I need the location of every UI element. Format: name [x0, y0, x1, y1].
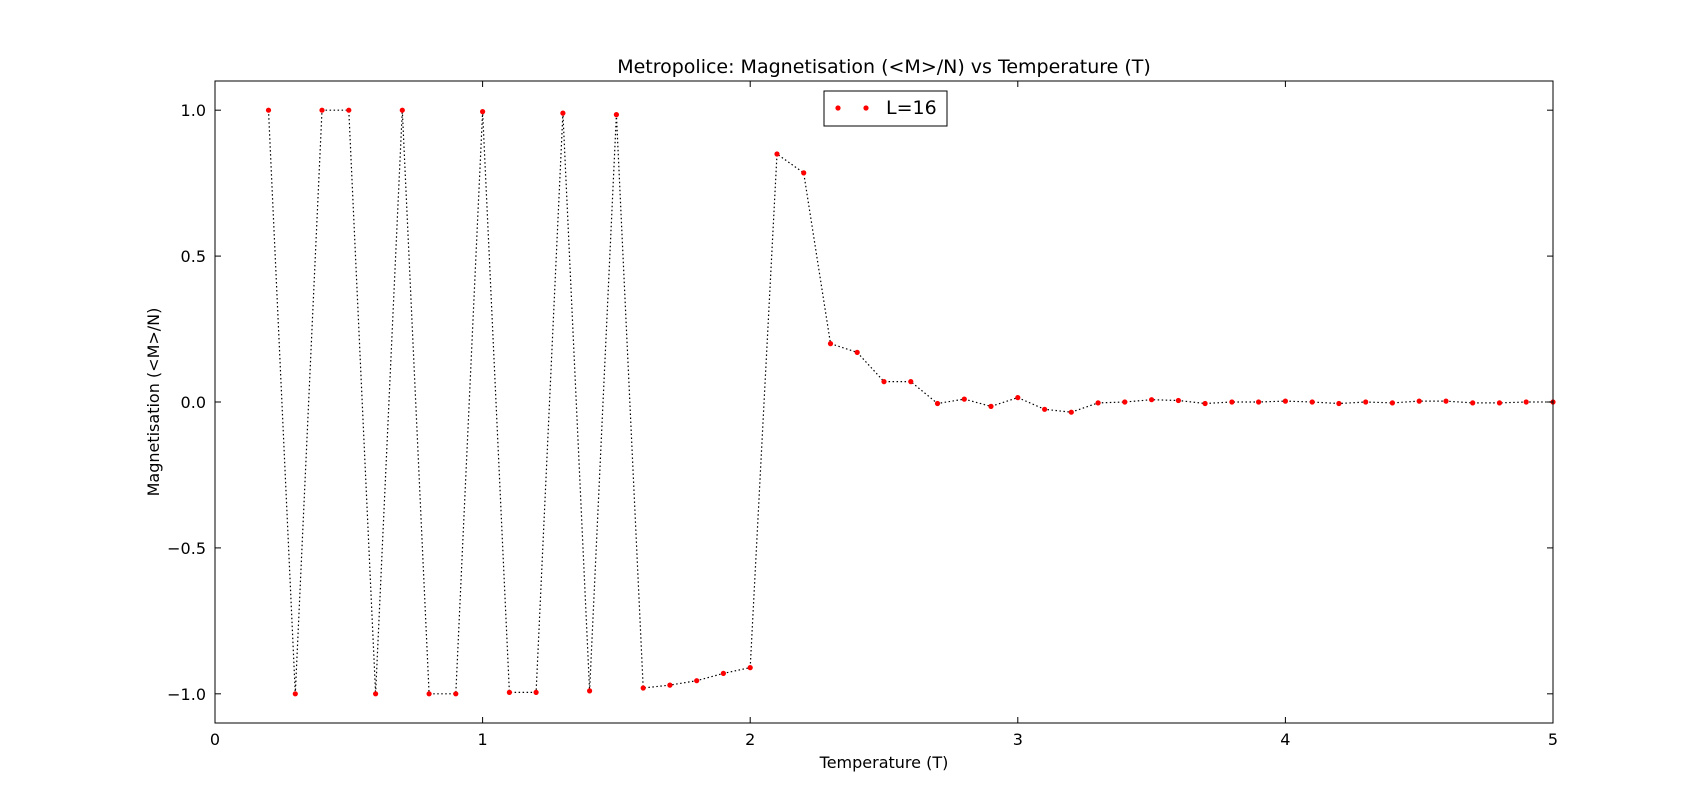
data-point	[506, 689, 512, 696]
data-point	[426, 691, 432, 697]
data-point	[587, 688, 593, 694]
data-point	[640, 685, 646, 691]
legend-marker	[835, 105, 841, 111]
data-point	[1042, 406, 1048, 412]
legend-marker	[863, 105, 869, 111]
x-tick-label: 5	[1548, 730, 1558, 749]
data-point	[480, 109, 486, 115]
data-point	[560, 110, 566, 116]
data-point	[1068, 409, 1074, 415]
y-tick-label: 1.0	[181, 101, 206, 120]
x-axis: 0 1 2 3 4 5	[210, 81, 1558, 749]
data-point	[399, 107, 405, 113]
data-point	[346, 107, 352, 113]
data-point	[747, 665, 753, 671]
x-tick-label: 4	[1280, 730, 1290, 749]
data-point	[613, 112, 620, 118]
x-tick-label: 1	[478, 730, 488, 749]
x-axis-label: Temperature (T)	[819, 753, 949, 772]
data-point	[1202, 400, 1208, 407]
x-tick-label: 2	[745, 730, 755, 749]
data-point	[1095, 400, 1101, 406]
data-point	[908, 379, 914, 385]
data-point	[1336, 400, 1342, 407]
x-tick-label: 0	[210, 730, 220, 749]
data-point	[1256, 399, 1262, 405]
data-point	[801, 170, 807, 176]
legend: L=16	[823, 90, 948, 127]
y-tick-label: −1.0	[167, 685, 206, 704]
chart-title: Metropolice: Magnetisation (<M>/N) vs Te…	[617, 56, 1151, 78]
data-point	[373, 691, 379, 697]
y-axis: −1.0 −0.5 0.0 0.5 1.0	[167, 101, 1553, 704]
data-point	[854, 349, 860, 355]
data-point	[453, 691, 459, 697]
data-point	[774, 151, 780, 157]
data-point	[319, 107, 325, 113]
data-point	[667, 682, 673, 688]
data-point	[1175, 397, 1181, 404]
data-point	[934, 400, 941, 407]
data-point	[1282, 398, 1288, 404]
data-point	[1149, 397, 1155, 403]
y-tick-label: 0.5	[181, 247, 206, 266]
y-tick-label: 0.0	[181, 393, 206, 412]
y-axis-label: Magnetisation (<M>/N)	[144, 308, 163, 497]
data-point	[1416, 398, 1422, 404]
data-point	[1363, 399, 1369, 405]
data-point	[1015, 395, 1021, 401]
data-point	[292, 691, 298, 697]
data-point	[1389, 400, 1395, 406]
data-point	[1443, 398, 1449, 404]
y-tick-label: −0.5	[167, 539, 206, 558]
data-point	[827, 341, 834, 347]
data-point	[881, 379, 887, 385]
data-point	[265, 107, 272, 113]
data-point	[1309, 399, 1315, 405]
data-point	[961, 396, 967, 402]
legend-box	[823, 90, 948, 127]
data-point	[1229, 399, 1235, 405]
data-point	[1523, 399, 1529, 405]
data-point	[694, 678, 700, 684]
plot-area	[214, 80, 1556, 724]
data-point	[1496, 400, 1503, 406]
data-point	[1470, 400, 1476, 406]
plot-background	[215, 81, 1553, 723]
data-point	[720, 670, 727, 677]
x-tick-label: 3	[1013, 730, 1023, 749]
legend-label: L=16	[886, 97, 937, 119]
data-point	[533, 689, 539, 696]
data-point	[1122, 399, 1128, 405]
data-point	[988, 403, 994, 409]
